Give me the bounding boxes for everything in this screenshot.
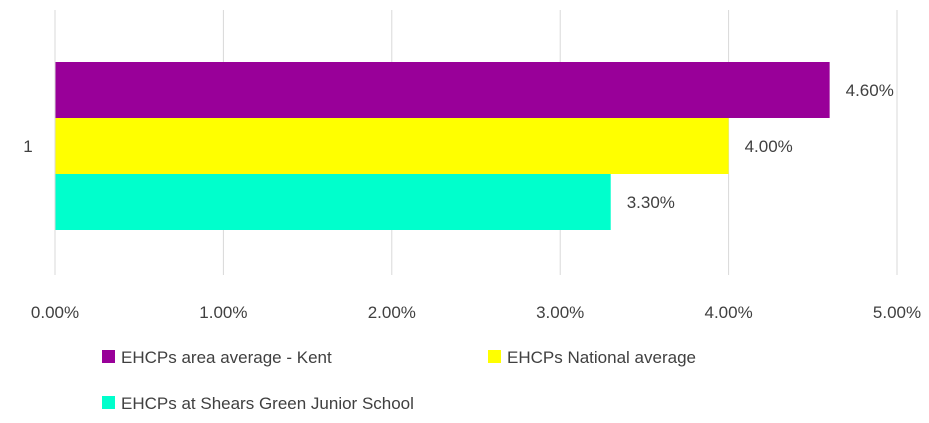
data-label: 3.30% [627, 193, 675, 212]
legend-swatch [102, 396, 115, 409]
legend-label: EHCPs National average [507, 348, 696, 367]
category-label: 1 [23, 137, 32, 156]
legend-swatch [102, 350, 115, 363]
data-label: 4.00% [745, 137, 793, 156]
x-tick-label: 5.00% [873, 303, 921, 322]
x-tick-label: 4.00% [704, 303, 752, 322]
bar [55, 62, 830, 118]
bars [55, 62, 830, 230]
x-tick-label: 3.00% [536, 303, 584, 322]
x-tick-label: 0.00% [31, 303, 79, 322]
data-label: 4.60% [846, 81, 894, 100]
x-tick-label: 2.00% [368, 303, 416, 322]
bar [55, 118, 729, 174]
value-labels: 4.60% 4.00% 3.30% [627, 81, 894, 212]
y-axis: 1 [23, 10, 56, 275]
legend-swatch [488, 350, 501, 363]
x-tick-label: 1.00% [199, 303, 247, 322]
bar [55, 174, 611, 230]
legend-label: EHCPs at Shears Green Junior School [121, 394, 414, 413]
x-axis: 0.00% 1.00% 2.00% 3.00% 4.00% 5.00% [31, 303, 921, 322]
legend-label: EHCPs area average - Kent [121, 348, 332, 367]
legend: EHCPs area average - Kent EHCPs National … [102, 348, 696, 413]
